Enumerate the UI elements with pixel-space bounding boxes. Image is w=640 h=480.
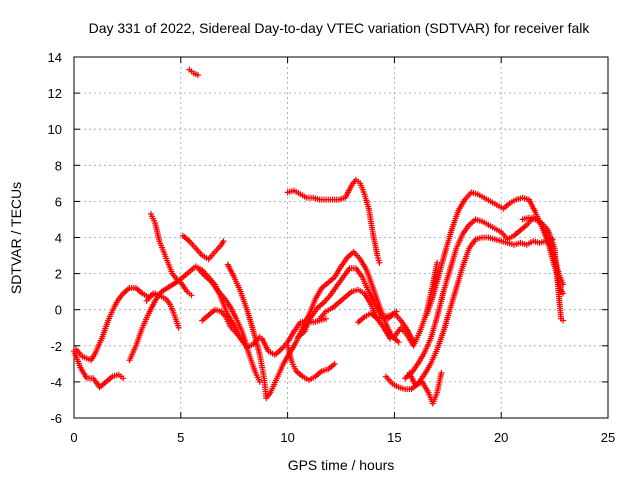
data-point: [560, 317, 567, 324]
series-arc-mid-low: [355, 308, 400, 326]
series-arc-midday-e: [316, 286, 394, 342]
data-point: [376, 259, 383, 266]
series-arc-late-morning-c: [199, 306, 246, 344]
series-arc-afternoon-c: [423, 189, 567, 319]
y-tick-labels: -6 -4 -2 0 2 4 6 8 10 12 14: [48, 50, 62, 426]
series-arc-morning-a: [126, 263, 263, 364]
data-point: [194, 72, 201, 79]
y-axis-title: SDTVAR / TECUs: [8, 182, 24, 294]
data-point: [395, 339, 402, 346]
y-tick-label: 14: [48, 50, 62, 65]
series-arc-late-morning-b: [194, 265, 263, 385]
series-arc-afternoon-e: [406, 369, 445, 407]
x-tick-label: 10: [280, 430, 294, 445]
data-point: [434, 259, 441, 266]
data-point: [188, 292, 195, 299]
data-point: [120, 375, 127, 382]
y-tick-label: 6: [55, 194, 62, 209]
data-points: [71, 66, 567, 407]
series-arc-late-morning-a: [179, 232, 227, 263]
y-tick-label: 2: [55, 267, 62, 282]
y-tick-label: -6: [50, 411, 62, 426]
data-point: [438, 369, 445, 376]
data-point: [239, 337, 246, 344]
x-tick-label: 15: [387, 430, 401, 445]
y-tick-label: -2: [50, 339, 62, 354]
series-arc-early-rise: [73, 285, 159, 364]
data-point: [175, 324, 182, 331]
series-arc-midday-b: [259, 315, 329, 358]
series-arc-noon-plateau: [284, 176, 383, 266]
series-arc-morning-b: [147, 211, 195, 299]
data-point: [220, 238, 227, 245]
y-tick-label: 4: [55, 231, 62, 246]
series-arc-afternoon-d: [391, 259, 441, 349]
series-arc-early-low: [71, 348, 127, 391]
data-point: [323, 315, 329, 322]
y-tick-label: 8: [55, 158, 62, 173]
grid: [74, 57, 608, 418]
y-tick-label: 10: [48, 122, 62, 137]
series-arc-morning-c: [143, 290, 182, 331]
series-arc-evening-tail: [519, 214, 567, 324]
data-point: [331, 360, 338, 367]
data-point: [560, 290, 567, 297]
x-tick-label: 25: [601, 430, 615, 445]
chart-title: Day 331 of 2022, Sidereal Day-to-day VTE…: [89, 20, 591, 36]
x-tick-label: 5: [177, 430, 184, 445]
y-tick-label: 12: [48, 86, 62, 101]
x-axis-title: GPS time / hours: [288, 457, 395, 473]
plot-frame: [73, 56, 609, 419]
x-tick-labels: 0 5 10 15 20 25: [70, 430, 615, 445]
x-tick-label: 0: [70, 430, 77, 445]
data-point: [393, 308, 400, 315]
y-tick-label: 0: [55, 303, 62, 318]
x-tick-label: 20: [494, 430, 508, 445]
series-arc-midday-c: [284, 342, 338, 384]
series-arc-afternoon-a: [382, 234, 556, 393]
data-point: [387, 335, 394, 342]
series-arc-midday-a: [224, 248, 402, 402]
y-tick-label: -4: [50, 375, 62, 390]
series-arc-midday-d: [295, 265, 417, 346]
data-point: [256, 378, 263, 385]
series-arc-spike: [186, 66, 201, 79]
